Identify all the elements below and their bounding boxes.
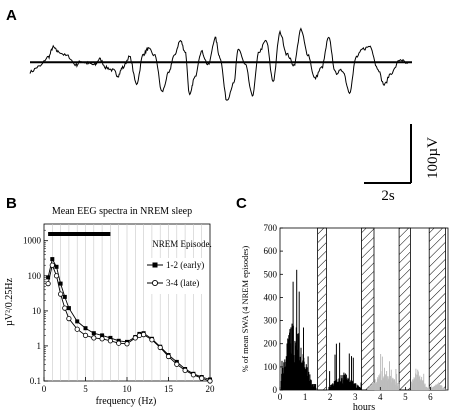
data-point-late (66, 315, 72, 322)
panel-c-letter: C (236, 195, 247, 212)
x-tick-label: 4 (378, 392, 383, 402)
data-point-late (149, 337, 155, 343)
x-tick-label: 5 (403, 392, 408, 402)
chart-c-x-axis: 0 1 2 3 4 5 6 (278, 387, 433, 402)
legend-marker-early (152, 262, 158, 268)
x-tick-label: 10 (123, 384, 133, 394)
rem-hatched-block (428, 227, 446, 391)
chart-b-x-label: frequency (Hz) (96, 396, 157, 407)
chart-b-series (45, 257, 213, 384)
chart-b-title: Mean EEG spectra in NREM sleep (52, 206, 192, 217)
data-point-late (45, 280, 51, 287)
scalebar-amplitude-label: 100µV (425, 137, 441, 179)
chart-c-series (280, 269, 446, 390)
y-tick-label: 100 (264, 362, 278, 372)
data-point-early (62, 294, 67, 299)
rem-hatched-block (361, 227, 375, 391)
x-tick-label: 0 (278, 392, 283, 402)
x-tick-label: 20 (206, 384, 216, 394)
data-point-late (157, 344, 163, 351)
eeg-trace-line (29, 27, 408, 101)
data-point-late (53, 273, 60, 279)
data-point-early (100, 333, 105, 338)
chart-c-x-label: hours (353, 402, 375, 413)
data-point-late (91, 335, 97, 341)
chart-b-y-label: µV²/0.25Hz (4, 277, 15, 325)
data-point-early (83, 326, 88, 331)
data-point-late (99, 336, 105, 342)
y-tick-label: 200 (264, 339, 278, 349)
panel-c-swa-chart: 0 100 200 300 400 500 600 700 0 1 2 3 4 5 6 hours % o… (240, 223, 449, 413)
data-point-late (107, 338, 114, 344)
y-tick-label: 700 (264, 223, 278, 233)
chart-b-y-axis: 0.1 1 10 100 1000 (23, 229, 48, 386)
legend-title: NREM Episode. (152, 239, 212, 249)
y-tick-label: 0.1 (30, 376, 41, 386)
data-point-early (50, 257, 55, 262)
panel-a-letter: A (6, 7, 17, 24)
data-point-late (141, 331, 147, 338)
y-tick-label: 1 (37, 341, 42, 351)
chart-c-y-axis: 0 100 200 300 400 500 600 700 (264, 223, 283, 395)
legend-label-early: 1-2 (early) (166, 260, 204, 270)
data-point-late (74, 326, 80, 332)
chart-b-legend: NREM Episode. 1-2 (early) 3-4 (late) (147, 239, 212, 294)
data-point-late (132, 335, 138, 341)
chart-c-y-label: % of mean SWA (4 NREM episodes) (240, 246, 250, 373)
chart-b-x-axis: 0 5 10 15 20 (42, 377, 215, 394)
data-point-late (199, 375, 205, 381)
y-tick-label: 300 (264, 316, 278, 326)
y-tick-label: 100 (28, 271, 42, 281)
rem-periods (317, 227, 446, 391)
rem-hatched-block (398, 227, 411, 391)
x-tick-label: 0 (42, 384, 47, 394)
data-point-late (174, 361, 180, 367)
y-tick-label: 600 (264, 246, 278, 256)
legend-label-late: 3-4 (late) (166, 278, 199, 288)
data-point-early (91, 331, 96, 336)
data-point-late (207, 378, 213, 384)
y-tick-label: 1000 (23, 236, 42, 246)
data-point-late (182, 367, 188, 373)
x-tick-label: 2 (328, 392, 333, 402)
data-point-late (136, 332, 142, 338)
panel-b-letter: B (6, 195, 17, 212)
x-tick-label: 1 (303, 392, 308, 402)
data-point-early (46, 275, 51, 280)
x-tick-label: 15 (164, 384, 174, 394)
y-tick-label: 500 (264, 269, 278, 279)
data-point-late (116, 340, 122, 346)
legend-background (148, 258, 206, 294)
data-point-early (58, 281, 63, 286)
data-point-late (124, 341, 130, 347)
panel-b-spectra-chart: Mean EEG spectra in NREM sleep 0.1110100… (4, 206, 215, 407)
data-point-late (49, 262, 55, 268)
x-tick-label: 5 (83, 384, 88, 394)
legend-marker-late (151, 279, 159, 287)
rem-hatched-block (317, 227, 327, 391)
data-point-early (54, 264, 59, 269)
y-tick-label: 400 (264, 292, 278, 302)
data-point-late (82, 332, 89, 338)
chart-b-vertical-lines (51, 224, 202, 381)
x-tick-label: 3 (353, 392, 358, 402)
y-tick-label: 10 (32, 306, 42, 316)
data-point-late (165, 353, 172, 360)
x-tick-label: 6 (428, 392, 433, 402)
data-point-early (108, 335, 113, 340)
data-point-late (190, 372, 196, 378)
y-tick-label: 0 (273, 385, 278, 395)
scalebar-time-label: 2s (381, 188, 395, 204)
data-point-late (62, 305, 68, 311)
data-point-early (75, 319, 80, 324)
panel-a-eeg-trace: 2s 100µV (29, 27, 441, 204)
data-point-late (57, 291, 64, 297)
data-point-early (66, 306, 71, 311)
